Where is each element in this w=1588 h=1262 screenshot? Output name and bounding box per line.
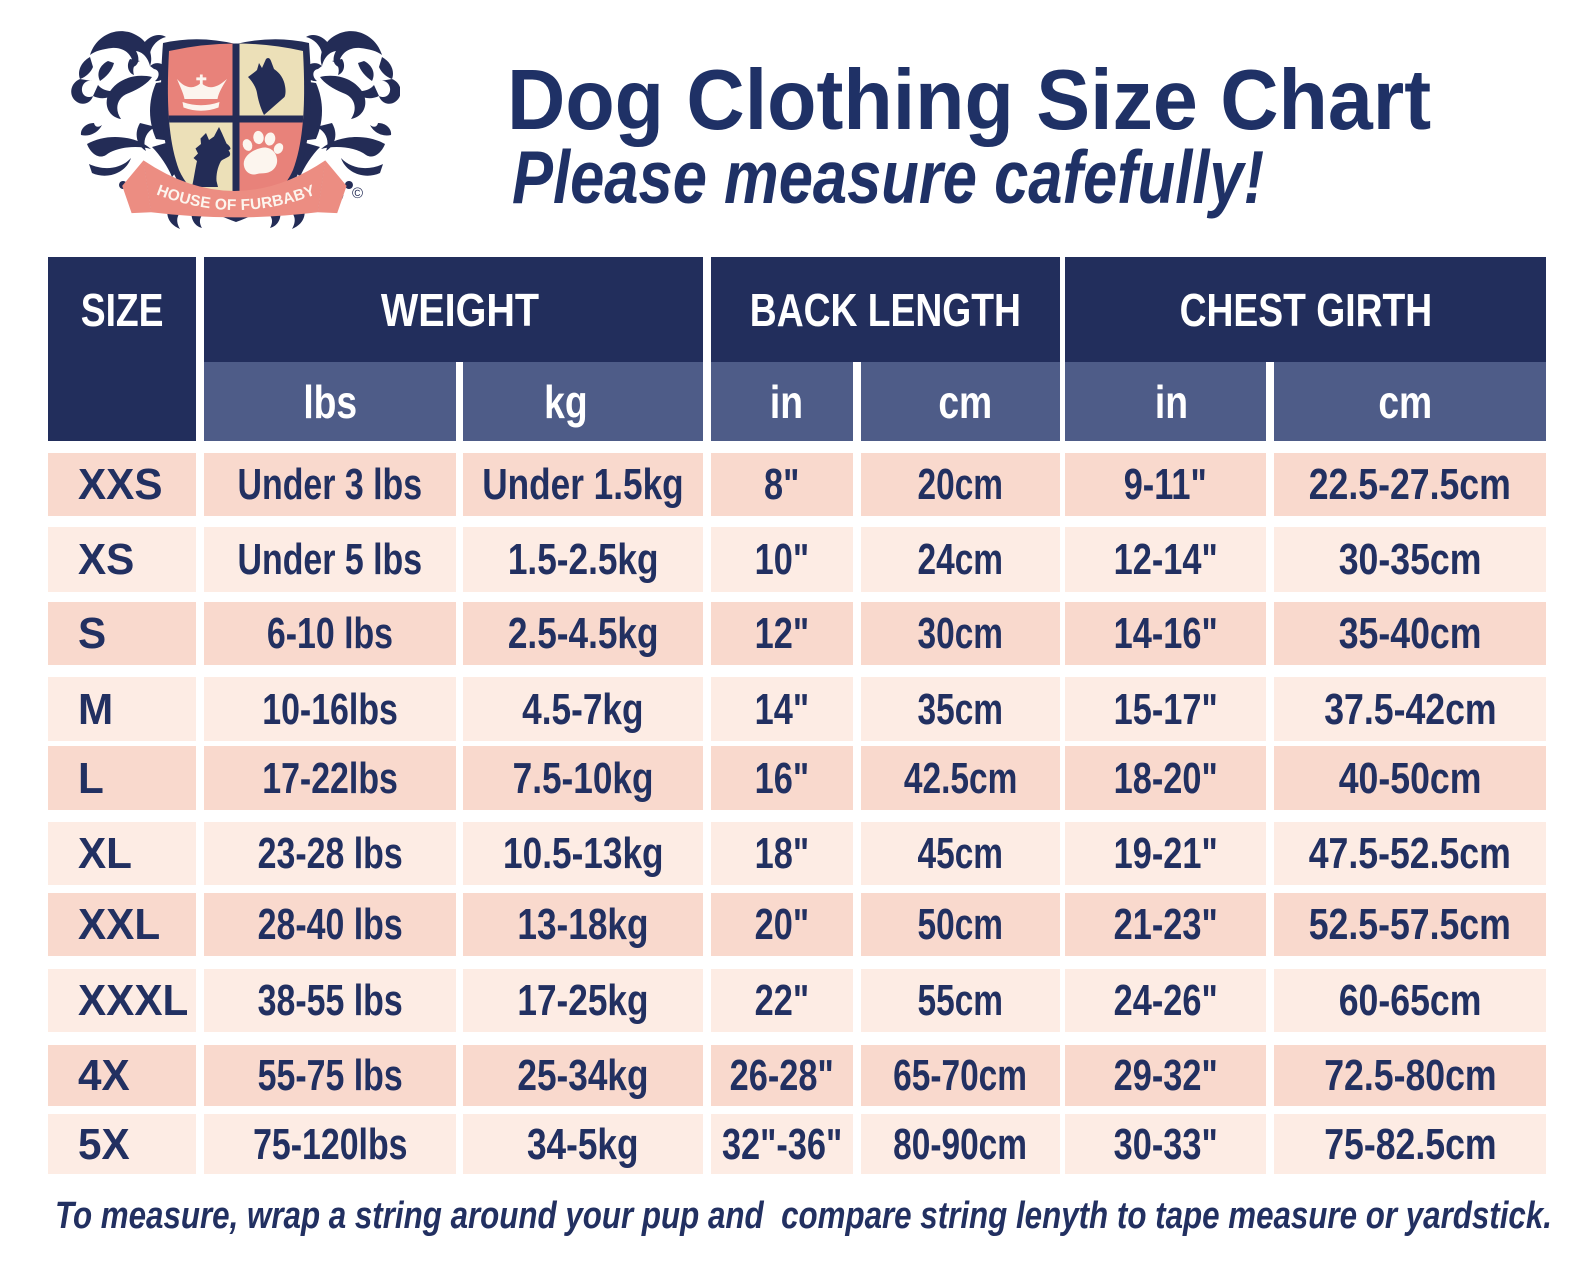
svg-text:©: © — [352, 185, 363, 202]
